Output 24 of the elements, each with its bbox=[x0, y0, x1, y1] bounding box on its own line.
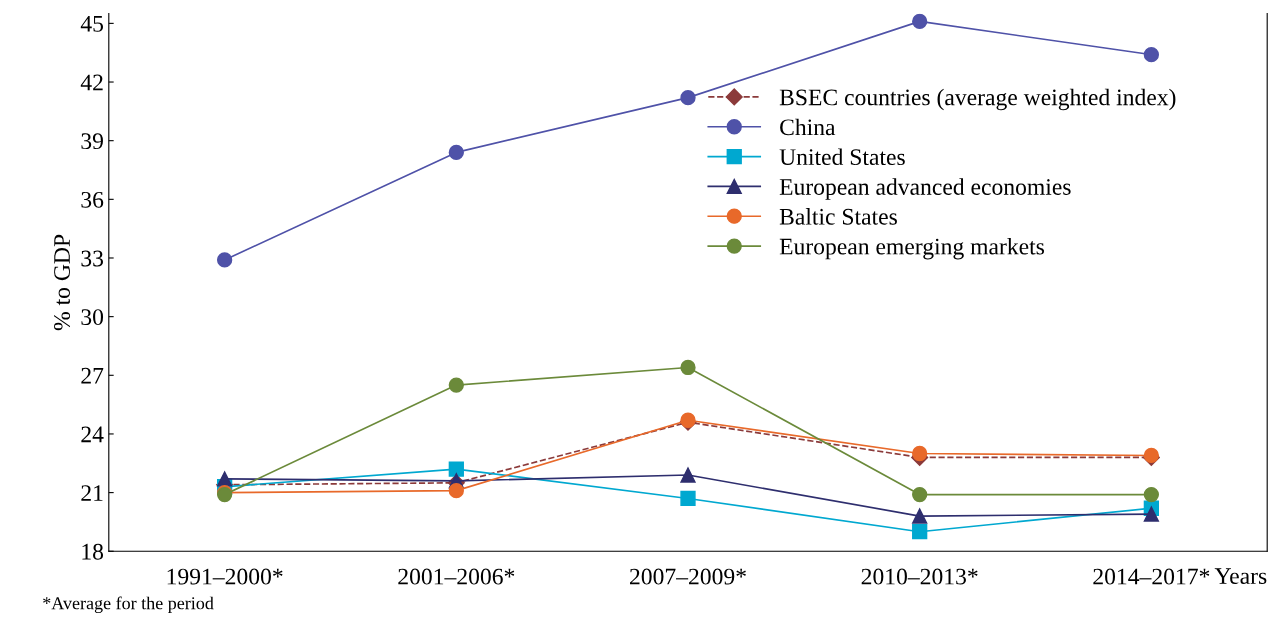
y-tick-label: 27 bbox=[81, 367, 104, 384]
y-tick-label: 21 bbox=[81, 485, 103, 501]
legend-label: Baltic States bbox=[779, 208, 897, 225]
x-tick-label: 2014–2017* bbox=[1093, 568, 1210, 585]
legend-label: China bbox=[780, 118, 836, 136]
y-tick-label: 45 bbox=[80, 16, 104, 32]
legend-label: European emerging markets bbox=[779, 237, 1045, 260]
y-tick-label: 24 bbox=[81, 426, 104, 443]
x-tick-label: 2001–2006* bbox=[398, 568, 515, 585]
legend-label: BSEC countries (average weighted index) bbox=[779, 88, 1176, 111]
y-tick-label: 18 bbox=[82, 543, 104, 560]
legend-label: United States bbox=[779, 148, 905, 166]
legend-label: European advanced economies bbox=[779, 178, 1071, 200]
y-tick-label: 30 bbox=[81, 309, 104, 326]
y-tick-label: 42 bbox=[80, 74, 103, 91]
text: *Average for the period bbox=[43, 596, 214, 614]
x-tick-label: 2007–2009* bbox=[630, 568, 746, 585]
y-tick-label: 36 bbox=[81, 191, 104, 208]
y-tick-label: 33 bbox=[81, 250, 104, 267]
y-axis-title: % to GDP bbox=[54, 234, 71, 331]
x-axis-title: Years bbox=[1214, 568, 1267, 584]
x-tick-label: 1991–2000* bbox=[167, 568, 283, 585]
y-tick-label: 39 bbox=[81, 133, 103, 150]
x-tick-label: 2010–2013* bbox=[861, 568, 978, 585]
